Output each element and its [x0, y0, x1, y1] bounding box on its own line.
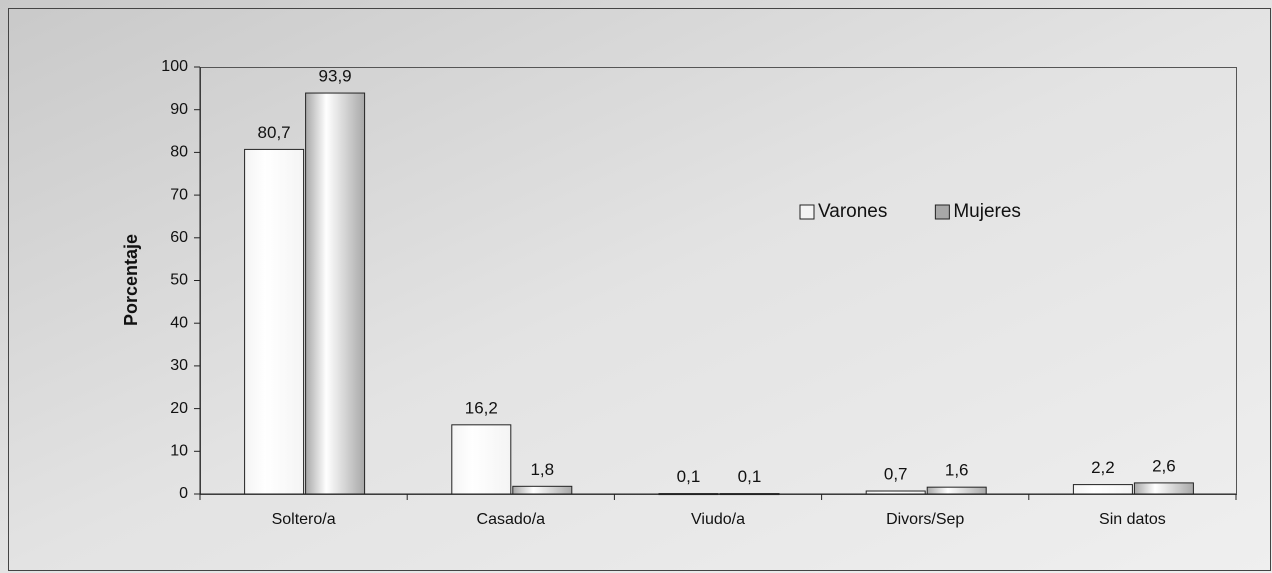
value-label: 93,9 — [319, 67, 352, 86]
value-label: 16,2 — [465, 398, 498, 417]
bar — [305, 92, 366, 495]
legend-swatch — [799, 204, 815, 220]
value-label: 2,2 — [1091, 458, 1115, 477]
legend-label: Varones — [818, 201, 887, 222]
y-tick-label: 10 — [170, 443, 188, 460]
bar — [658, 493, 719, 496]
bar — [865, 490, 926, 495]
value-label: 0,7 — [884, 464, 908, 483]
bar — [244, 148, 305, 495]
value-label: 0,1 — [677, 467, 701, 486]
x-tick-label: Sin datos — [1099, 511, 1166, 528]
y-tick-label: 40 — [170, 314, 188, 331]
value-label: 80,7 — [258, 123, 291, 142]
y-tick-label: 100 — [161, 58, 188, 75]
y-tick-label: 50 — [170, 272, 188, 289]
y-tick-label: 30 — [170, 357, 188, 374]
bar — [1072, 484, 1133, 495]
y-tick-label: 0 — [179, 485, 188, 502]
bar — [719, 493, 780, 496]
bar — [926, 486, 987, 495]
value-label: 2,6 — [1152, 456, 1176, 475]
value-label: 1,6 — [945, 461, 969, 480]
frame — [8, 8, 1271, 571]
x-tick-label: Divors/Sep — [886, 511, 964, 528]
bar — [512, 485, 573, 495]
legend-swatch — [934, 204, 950, 220]
legend-label: Mujeres — [953, 201, 1021, 222]
x-tick-label: Casado/a — [477, 511, 546, 528]
y-tick-label: 90 — [170, 101, 188, 118]
bar — [1133, 482, 1194, 495]
value-label: 1,8 — [530, 460, 554, 479]
value-label: 0,1 — [738, 467, 762, 486]
x-tick-label: Soltero/a — [272, 511, 336, 528]
y-tick-label: 20 — [170, 400, 188, 417]
bar — [451, 424, 512, 495]
y-axis-label: Porcentaje — [121, 234, 141, 326]
x-tick-label: Viudo/a — [691, 511, 745, 528]
y-tick-label: 60 — [170, 229, 188, 246]
y-tick-label: 70 — [170, 186, 188, 203]
y-tick-label: 80 — [170, 144, 188, 161]
